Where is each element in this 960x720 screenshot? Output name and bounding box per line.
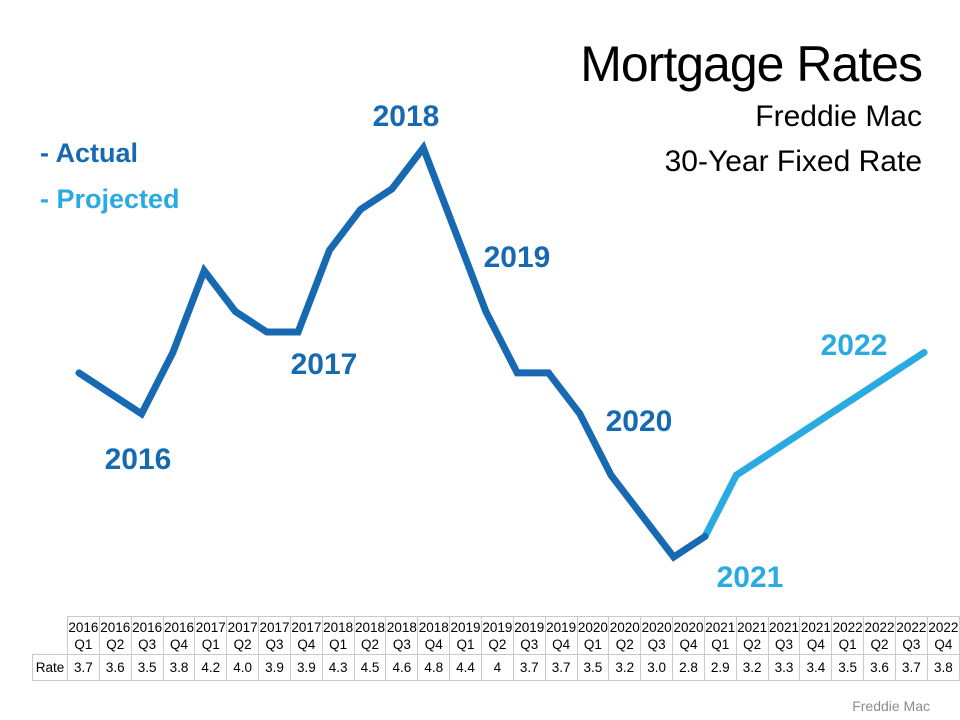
quarter-header-2016-Q4: 2016 Q4 — [162, 616, 196, 655]
rate-value-2018-Q1: 4.3 — [321, 654, 355, 681]
rate-value-2022-Q3: 3.7 — [894, 654, 928, 681]
projected-rate-line — [701, 349, 928, 540]
quarter-header-2020-Q2: 2020 Q2 — [608, 616, 642, 655]
rate-value-2019-Q2: 4 — [480, 654, 514, 681]
rate-value-2022-Q4: 3.8 — [926, 654, 960, 681]
rate-value-2016-Q2: 3.6 — [98, 654, 132, 681]
rate-value-2022-Q2: 3.6 — [863, 654, 896, 681]
rate-value-2016-Q1: 3.7 — [67, 654, 100, 681]
rate-value-2021-Q1: 2.9 — [703, 654, 737, 681]
page-title: Mortgage Rates — [580, 36, 923, 92]
quarter-header-2022-Q4: 2022 Q4 — [926, 616, 960, 655]
rate-value-2022-Q1: 3.5 — [831, 654, 865, 681]
quarter-header-2021-Q4: 2021 Q4 — [799, 616, 833, 655]
rate-value-2021-Q4: 3.4 — [799, 654, 833, 681]
rate-value-2017-Q4: 3.9 — [289, 654, 323, 681]
quarter-header-2017-Q2: 2017 Q2 — [226, 616, 260, 655]
quarter-header-2017-Q4: 2017 Q4 — [289, 616, 323, 655]
year-label-2021: 2021 — [716, 561, 784, 594]
quarter-header-2018-Q1: 2018 Q1 — [321, 616, 355, 655]
quarter-header-2021-Q3: 2021 Q3 — [767, 616, 801, 655]
actual-rate-line — [75, 140, 709, 562]
rate-value-2016-Q4: 3.8 — [162, 654, 196, 681]
rate-value-2020-Q3: 3.0 — [640, 654, 674, 681]
year-label-2017: 2017 — [290, 348, 358, 381]
subtitle-30-year-fixed-rate: 30-Year Fixed Rate — [664, 145, 922, 178]
year-label-2020: 2020 — [605, 405, 673, 438]
quarter-header-2018-Q3: 2018 Q3 — [385, 616, 419, 655]
quarter-header-2021-Q1: 2021 Q1 — [703, 616, 737, 655]
rate-value-2016-Q3: 3.5 — [130, 654, 164, 681]
rates-table: 2016 Q1 2016 Q2 2016 Q3 2016 Q4 2017 Q1 2017 Q2 2017… — [31, 616, 960, 681]
year-label-2022: 2022 — [820, 329, 888, 362]
quarter-header-2019-Q1: 2019 Q1 — [449, 616, 482, 655]
rate-row-label: Rate — [31, 654, 69, 681]
title-block: Mortgage Rates Freddie Mac 30-Year Fixed… — [580, 34, 923, 184]
year-label-2016: 2016 — [104, 443, 172, 476]
legend-actual: - Actual — [40, 138, 139, 168]
quarter-header-2017-Q3: 2017 Q3 — [258, 616, 291, 655]
source-note: Freddie Mac — [852, 698, 930, 714]
rate-value-2020-Q4: 2.8 — [672, 654, 705, 681]
rate-value-2019-Q4: 3.7 — [544, 654, 578, 681]
quarter-header-2016-Q1: 2016 Q1 — [67, 616, 100, 655]
rate-value-2017-Q1: 4.2 — [194, 654, 228, 681]
legend: - Actual - Projected — [40, 130, 180, 222]
rate-value-2021-Q2: 3.2 — [735, 654, 769, 681]
rate-value-2018-Q3: 4.6 — [385, 654, 419, 681]
rate-value-2019-Q1: 4.4 — [449, 654, 482, 681]
rate-value-2018-Q4: 4.8 — [417, 654, 451, 681]
quarter-header-2018-Q4: 2018 Q4 — [417, 616, 451, 655]
rate-value-2019-Q3: 3.7 — [512, 654, 546, 681]
quarter-header-2022-Q3: 2022 Q3 — [894, 616, 928, 655]
quarter-header-2016-Q2: 2016 Q2 — [98, 616, 132, 655]
rate-value-2020-Q1: 3.5 — [576, 654, 610, 681]
quarter-header-2022-Q2: 2022 Q2 — [863, 616, 896, 655]
quarter-header-2019-Q2: 2019 Q2 — [480, 616, 514, 655]
quarter-header-2019-Q3: 2019 Q3 — [512, 616, 546, 655]
legend-projected: - Projected — [40, 184, 180, 214]
rate-value-2018-Q2: 4.5 — [353, 654, 387, 681]
table-corner-cell — [33, 617, 68, 655]
year-label-2019: 2019 — [483, 241, 551, 274]
quarter-header-2021-Q2: 2021 Q2 — [735, 616, 769, 655]
subtitle-freddie-mac: Freddie Mac — [755, 100, 922, 133]
quarter-header-2020-Q4: 2020 Q4 — [672, 616, 705, 655]
rate-value-2021-Q3: 3.3 — [767, 654, 801, 681]
quarter-header-2020-Q3: 2020 Q3 — [640, 616, 674, 655]
quarter-header-2016-Q3: 2016 Q3 — [130, 616, 164, 655]
quarter-header-2018-Q2: 2018 Q2 — [353, 616, 387, 655]
quarter-header-2020-Q1: 2020 Q1 — [576, 616, 610, 655]
quarter-header-2022-Q1: 2022 Q1 — [831, 616, 865, 655]
quarter-header-2017-Q1: 2017 Q1 — [194, 616, 228, 655]
rate-value-2020-Q2: 3.2 — [608, 654, 642, 681]
rate-value-2017-Q3: 3.9 — [258, 654, 291, 681]
quarter-header-2019-Q4: 2019 Q4 — [544, 616, 578, 655]
rate-value-2017-Q2: 4.0 — [226, 654, 260, 681]
year-label-2018: 2018 — [372, 100, 440, 133]
